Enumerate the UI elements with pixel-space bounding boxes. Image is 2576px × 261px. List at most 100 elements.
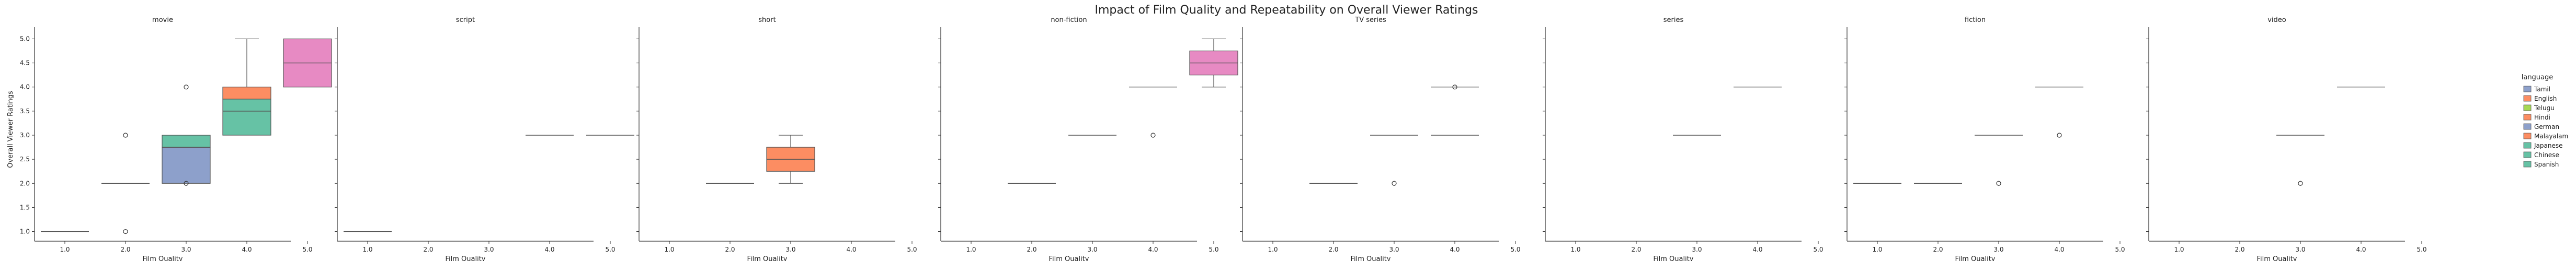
- x-tick-label: 5.0: [605, 246, 615, 253]
- facet-title: movie: [152, 16, 173, 24]
- legend-label: German: [2534, 123, 2559, 130]
- facet-title: script: [456, 16, 475, 24]
- x-tick-label: 5.0: [1209, 246, 1218, 253]
- facet-panel-video: video 1.0 2.0 3.0 4.0 5.0 Film Quality: [2146, 16, 2427, 261]
- box-body: [222, 99, 271, 136]
- x-tick-label: 3.0: [1692, 246, 1702, 253]
- x-axis-label: Film Quality: [1350, 255, 1390, 261]
- x-tick-label: 2.0: [2235, 246, 2244, 253]
- y-tick-label: 3.5: [20, 108, 30, 115]
- box-flier: [2298, 181, 2303, 186]
- y-tick-label: 1.0: [20, 228, 30, 235]
- facet-panel-movie: movie 1.0 1.5 2.0 2.5 3.0 3.5 4.0 4.5 5.0 1.0 2.0 3.…: [20, 16, 332, 261]
- x-tick-label: 5.0: [2115, 246, 2125, 253]
- x-tick-label: 3.0: [1389, 246, 1399, 253]
- legend-swatch: [2523, 104, 2532, 111]
- x-tick-label: 2.0: [1631, 246, 1641, 253]
- x-tick-label: 3.0: [1993, 246, 2003, 253]
- legend-label: Malayalam: [2534, 133, 2568, 140]
- x-tick-label: 4.0: [242, 246, 252, 253]
- x-tick-label: 1.0: [2174, 246, 2184, 253]
- legend-label: Japanese: [2534, 142, 2563, 149]
- x-axis-label: Film Quality: [142, 255, 183, 261]
- legend-label: Hindi: [2534, 114, 2550, 121]
- x-tick-label: 1.0: [1570, 246, 1580, 253]
- legend-label: English: [2534, 95, 2557, 102]
- x-tick-label: 5.0: [1510, 246, 1520, 253]
- legend-title: language: [2522, 74, 2554, 81]
- legend-swatch: [2523, 133, 2532, 139]
- y-tick-label: 2.0: [20, 180, 30, 187]
- x-axis-label: Film Quality: [1653, 255, 1693, 261]
- box-flier: [2057, 133, 2062, 138]
- x-tick-label: 2.0: [725, 246, 735, 253]
- facet-title: video: [2267, 16, 2286, 24]
- facet-panel-short: short 1.0 2.0 3.0 4.0 5.0 Film Quality: [636, 16, 917, 261]
- y-tick-label: 4.5: [20, 60, 30, 67]
- y-tick-label: 5.0: [20, 35, 30, 42]
- box-body: [222, 87, 271, 100]
- box-flier: [184, 85, 189, 90]
- legend-label: Telugu: [2534, 104, 2555, 112]
- y-tick-label: 4.0: [20, 84, 30, 91]
- legend-swatch: [2523, 142, 2532, 149]
- x-tick-label: 4.0: [1752, 246, 1762, 253]
- facet-panel-script: script 1.0 2.0 3.0 4.0 5.0 Film Quality: [335, 16, 634, 261]
- x-tick-label: 3.0: [2295, 246, 2305, 253]
- x-tick-label: 4.0: [1148, 246, 1158, 253]
- box-body: [162, 147, 211, 184]
- x-tick-label: 2.0: [1328, 246, 1338, 253]
- legend-swatch: [2523, 123, 2532, 130]
- x-tick-label: 4.0: [2054, 246, 2064, 253]
- x-tick-label: 2.0: [120, 246, 130, 253]
- y-axis-label: Overall Viewer Ratings: [7, 91, 15, 168]
- x-tick-label: 2.0: [423, 246, 433, 253]
- x-tick-label: 2.0: [1933, 246, 1943, 253]
- x-tick-label: 5.0: [2417, 246, 2426, 253]
- y-tick-label: 3.0: [20, 132, 30, 139]
- box-flier: [123, 133, 128, 138]
- legend-swatch: [2523, 114, 2532, 121]
- legend-entries: Tamil English Telugu Hindi German Malayalam Ja…: [2523, 86, 2568, 168]
- x-tick-label: 3.0: [181, 246, 191, 253]
- x-tick-label: 3.0: [785, 246, 795, 253]
- box-body: [162, 135, 211, 148]
- box-flier: [1452, 85, 1457, 90]
- box-flier: [1150, 133, 1156, 138]
- box-flier: [184, 181, 189, 186]
- x-axis-label: Film Quality: [1048, 255, 1089, 261]
- x-axis-label: Film Quality: [1955, 255, 1995, 261]
- facet-panel-tv-series: TV series 1.0 2.0 3.0 4.0 5.0 Film Quality: [1240, 16, 1521, 261]
- x-tick-label: 5.0: [1813, 246, 1823, 253]
- x-tick-label: 1.0: [60, 246, 70, 253]
- x-tick-label: 5.0: [907, 246, 917, 253]
- legend-swatch: [2523, 95, 2532, 102]
- x-tick-label: 4.0: [846, 246, 856, 253]
- x-tick-label: 3.0: [484, 246, 494, 253]
- facet-panel-non-fiction: non-fiction 1.0 2.0 3.0 4.0 5.0 Film Quality: [938, 16, 1238, 261]
- facet-title: TV series: [1354, 16, 1386, 24]
- facet-title: non-fiction: [1051, 16, 1087, 24]
- facet-title: short: [758, 16, 776, 24]
- x-axis-label: Film Quality: [445, 255, 485, 261]
- facet-panels: movie 1.0 1.5 2.0 2.5 3.0 3.5 4.0 4.5 5.0 1.0 2.0 3.…: [20, 16, 2427, 261]
- x-tick-label: 3.0: [1087, 246, 1097, 253]
- facet-panel-fiction: fiction 1.0 2.0 3.0 4.0 5.0 Film Quality: [1844, 16, 2125, 261]
- legend-swatch: [2523, 151, 2532, 158]
- legend-swatch: [2523, 161, 2532, 168]
- x-axis-label: Film Quality: [747, 255, 787, 261]
- x-tick-label: 1.0: [362, 246, 372, 253]
- legend-label: Tamil: [2534, 86, 2550, 93]
- box-flier: [1996, 181, 2001, 186]
- x-axis-label: Film Quality: [2256, 255, 2297, 261]
- facet-title: series: [1663, 16, 1684, 24]
- x-tick-label: 4.0: [544, 246, 554, 253]
- legend-label: Chinese: [2534, 151, 2559, 159]
- figure-title: Impact of Film Quality and Repeatability…: [1095, 4, 1478, 17]
- y-tick-label: 1.5: [20, 204, 30, 211]
- x-tick-label: 2.0: [1027, 246, 1036, 253]
- box-flier: [123, 229, 128, 234]
- facet-title: fiction: [1965, 16, 1986, 24]
- legend-label: Spanish: [2534, 161, 2559, 168]
